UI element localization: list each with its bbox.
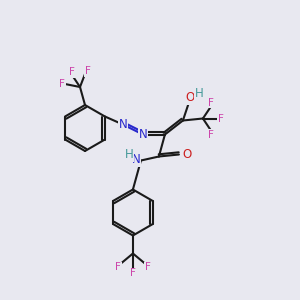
Text: F: F <box>145 262 151 272</box>
Text: F: F <box>208 98 214 107</box>
Text: H: H <box>124 148 133 161</box>
Text: F: F <box>69 67 75 77</box>
Text: F: F <box>59 79 65 89</box>
Text: H: H <box>194 87 203 100</box>
Text: F: F <box>115 262 121 272</box>
Text: N: N <box>118 118 127 131</box>
Text: F: F <box>85 66 91 76</box>
Text: F: F <box>130 268 136 278</box>
Text: F: F <box>208 130 214 140</box>
Text: O: O <box>185 91 194 104</box>
Text: N: N <box>131 153 140 166</box>
Text: N: N <box>139 128 147 141</box>
Text: O: O <box>182 148 191 161</box>
Text: F: F <box>218 113 224 124</box>
